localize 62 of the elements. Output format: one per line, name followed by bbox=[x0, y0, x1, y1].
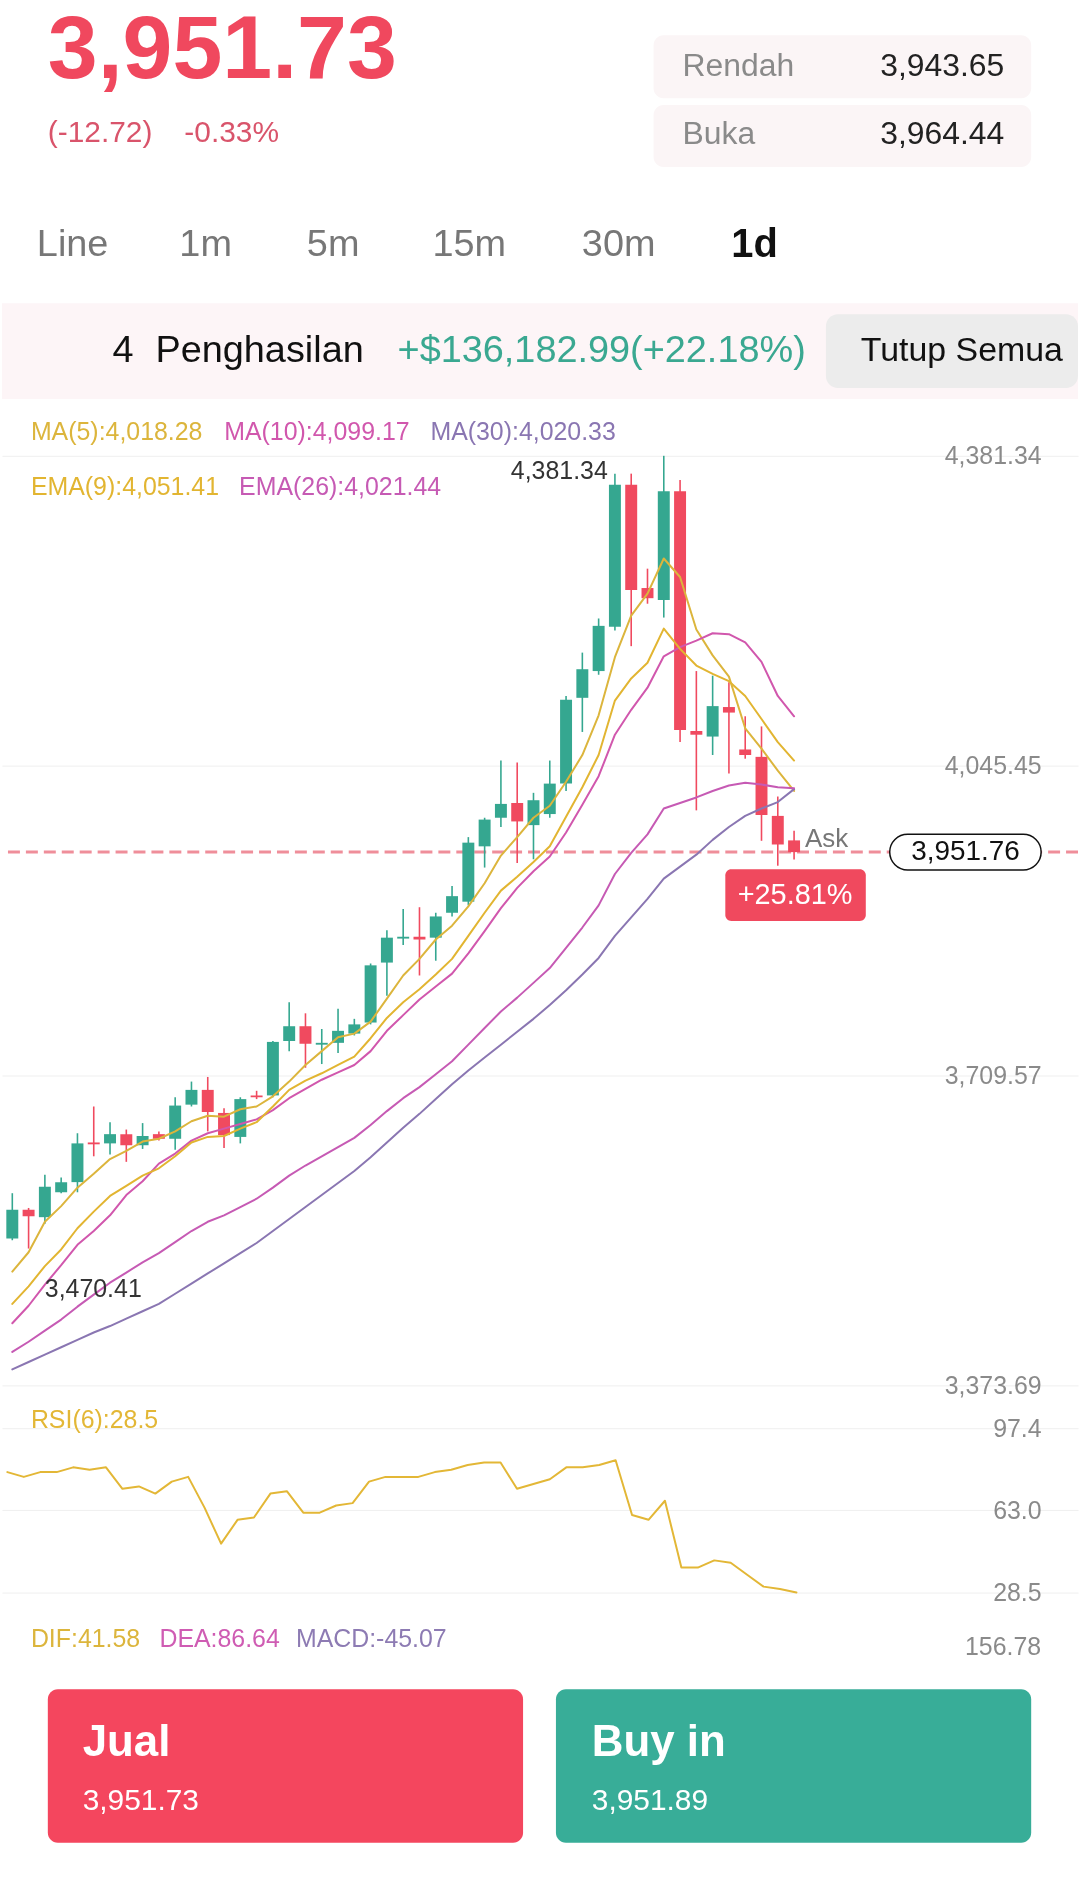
y-tick-label: 3,373.69 bbox=[944, 1370, 1042, 1399]
y-tick-label: 63.0 bbox=[993, 1495, 1042, 1524]
text: 3,951.73 bbox=[47, 0, 397, 98]
candlestick bbox=[201, 1076, 214, 1133]
candlestick bbox=[283, 1001, 296, 1052]
candlestick bbox=[429, 911, 442, 962]
text: 3,943.65 bbox=[880, 47, 1005, 84]
candlestick bbox=[120, 1128, 133, 1163]
text: 30m bbox=[581, 221, 656, 264]
candlestick bbox=[299, 1012, 312, 1069]
candlestick bbox=[22, 1207, 35, 1250]
candlestick bbox=[87, 1105, 100, 1158]
text: 3,951.89 bbox=[591, 1782, 709, 1816]
text: Buy in bbox=[591, 1715, 726, 1765]
candlestick bbox=[413, 906, 426, 977]
annotation: 4,381.34 bbox=[510, 455, 608, 484]
candlestick bbox=[788, 829, 801, 861]
y-tick-label: 97.4 bbox=[993, 1413, 1042, 1442]
candlestick bbox=[104, 1121, 116, 1156]
candlestick bbox=[722, 681, 735, 775]
text: EMA(9):4,051.41 bbox=[30, 471, 220, 500]
text: EMA(26):4,021.44 bbox=[239, 471, 442, 500]
text: DEA:86.64 bbox=[159, 1624, 280, 1653]
candlestick bbox=[446, 885, 459, 918]
candlestick bbox=[511, 761, 524, 864]
candlestick bbox=[690, 670, 703, 812]
candlestick bbox=[185, 1080, 198, 1108]
y-tick-label: 28.5 bbox=[993, 1578, 1042, 1607]
text: MA(5):4,018.28 bbox=[30, 416, 203, 445]
y-tick-label: 3,709.57 bbox=[944, 1060, 1042, 1089]
text: Ask bbox=[805, 824, 849, 853]
ref-line-label: 3,951.76 bbox=[911, 835, 1020, 867]
text: 156.78 bbox=[965, 1632, 1042, 1661]
text: MA(30):4,020.33 bbox=[430, 416, 616, 445]
text: Jual bbox=[82, 1715, 171, 1765]
text: 5m bbox=[306, 221, 360, 264]
text: 4 bbox=[112, 328, 134, 371]
text: Line bbox=[36, 221, 109, 264]
candlestick bbox=[315, 1028, 328, 1065]
text: 1d bbox=[731, 220, 778, 265]
y-tick-label: 4,045.45 bbox=[944, 751, 1042, 780]
text: MA(10):4,099.17 bbox=[224, 416, 410, 445]
y-tick-label: 4,381.34 bbox=[944, 441, 1042, 470]
text: 1m bbox=[179, 221, 232, 264]
text: 3,964.44 bbox=[880, 114, 1005, 151]
text: DIF:41.58 bbox=[30, 1624, 141, 1653]
text: (-12.72) bbox=[47, 114, 153, 148]
candlestick bbox=[739, 715, 752, 760]
text: Tutup Semua bbox=[860, 330, 1063, 369]
text: +$136,182.99(+22.18%) bbox=[397, 328, 806, 371]
text: 3,951.73 bbox=[82, 1782, 199, 1816]
line-series bbox=[6, 1459, 798, 1594]
text: Rendah bbox=[682, 47, 795, 84]
text: 15m bbox=[432, 221, 507, 264]
annotation: +25.81% bbox=[737, 878, 853, 911]
text: Buka bbox=[682, 114, 756, 151]
text: Penghasilan bbox=[155, 328, 364, 371]
text: MACD:-45.07 bbox=[295, 1624, 447, 1653]
series-label: RSI(6):28.5 bbox=[30, 1405, 159, 1434]
candlestick bbox=[397, 908, 410, 946]
candlestick bbox=[494, 759, 507, 828]
text: -0.33% bbox=[184, 114, 279, 148]
